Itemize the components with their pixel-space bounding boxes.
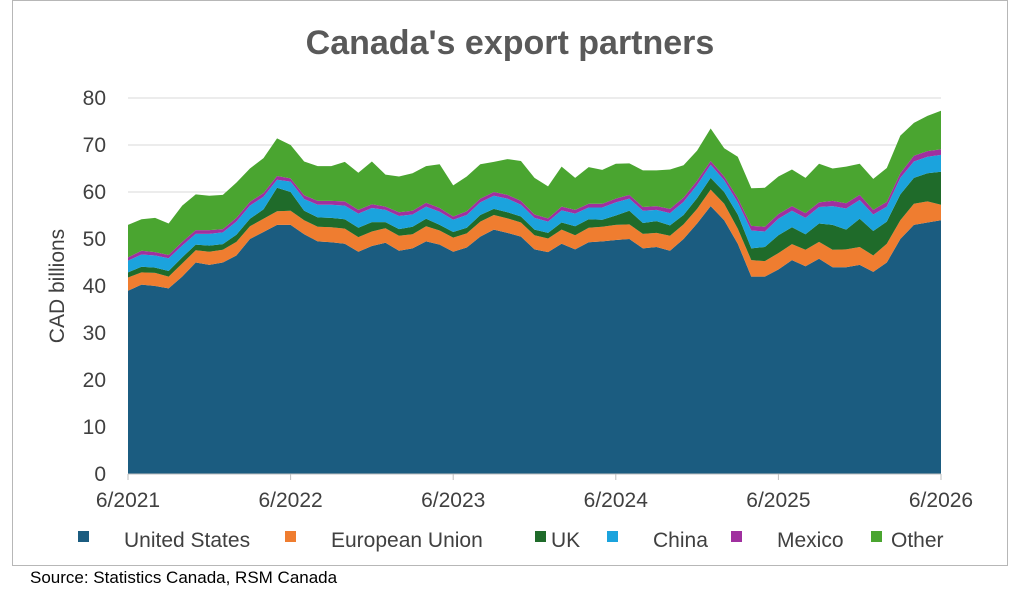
source-note: Source: Statistics Canada, RSM Canada	[30, 568, 338, 587]
x-tick-label: 6/2025	[746, 489, 810, 512]
y-tick-label: 0	[94, 463, 106, 486]
y-tick-label: 30	[83, 322, 106, 345]
y-tick-label: 80	[83, 87, 106, 110]
y-tick-label: 50	[83, 228, 106, 251]
legend-label: Other	[891, 529, 944, 552]
area-united-states	[128, 206, 941, 474]
y-axis-title: CAD billions	[46, 229, 69, 343]
legend-swatch	[535, 531, 546, 542]
y-axis-ticks: 0 10 20 30 40 50 60 70 80	[83, 87, 106, 486]
legend-label: United States	[124, 529, 250, 552]
legend-swatch	[285, 531, 296, 542]
legend-swatch	[78, 531, 89, 542]
area-european-union	[128, 189, 941, 291]
legend: United States European Union UK China Mexico…	[78, 529, 944, 552]
legend-label: European Union	[331, 529, 483, 552]
y-tick-label: 10	[83, 416, 106, 439]
x-tick-label: 6/2024	[584, 489, 649, 512]
y-tick-label: 60	[83, 181, 106, 204]
legend-label: Mexico	[777, 529, 844, 552]
x-tick-label: 6/2026	[909, 489, 973, 512]
y-tick-label: 70	[83, 134, 106, 157]
x-tick-label: 6/2022	[258, 489, 322, 512]
legend-swatch	[731, 531, 742, 542]
y-tick-label: 40	[83, 275, 106, 298]
x-tick-label: 6/2021	[96, 489, 160, 512]
legend-label: China	[653, 529, 708, 552]
y-tick-label: 20	[83, 369, 106, 392]
x-axis-ticks: 6/2021 6/2022 6/2023 6/2024 6/2025 6/2026	[96, 473, 973, 512]
chart-title: Canada's export partners	[306, 24, 715, 62]
legend-swatch	[871, 531, 882, 542]
legend-swatch	[607, 531, 618, 542]
x-tick-label: 6/2023	[421, 489, 485, 512]
legend-label: UK	[551, 529, 580, 552]
area-other	[128, 110, 941, 258]
plot-areas	[128, 110, 941, 474]
